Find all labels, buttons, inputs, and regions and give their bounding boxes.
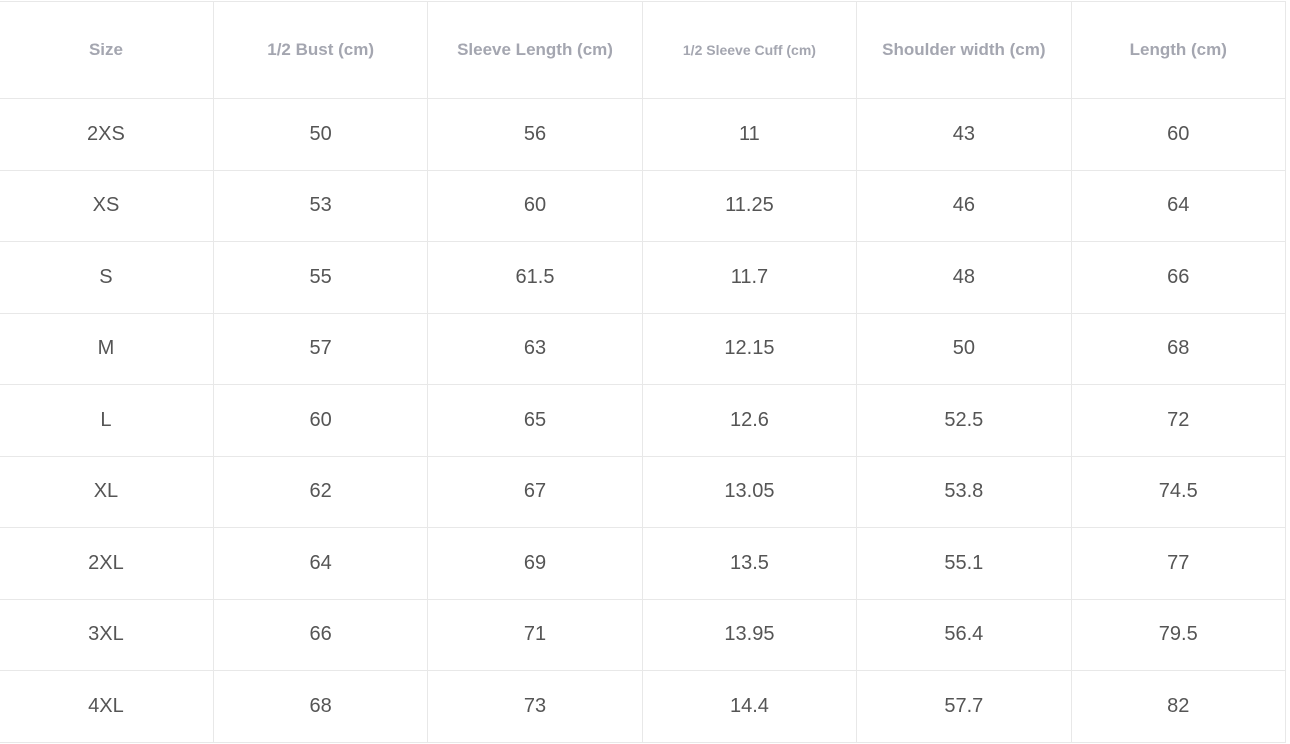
cell-size: XL	[0, 455, 214, 528]
cell-length: 77	[1070, 527, 1287, 600]
cell-sleeve-length: 65	[427, 384, 643, 457]
cell-half-sleeve-cuff: 13.05	[641, 455, 858, 528]
table-row: 4XL 68 73 14.4 57.7 82	[0, 670, 1287, 743]
table-row: S 55 61.5 11.7 48 66	[0, 241, 1287, 314]
cell-half-sleeve-cuff: 11.25	[641, 169, 858, 242]
table-row: L 60 65 12.6 52.5 72	[0, 384, 1287, 457]
cell-sleeve-length: 73	[427, 670, 643, 743]
cell-length: 72	[1070, 384, 1287, 457]
cell-sleeve-length: 67	[427, 455, 643, 528]
cell-size: L	[0, 384, 214, 457]
cell-size: S	[0, 241, 214, 314]
cell-length: 60	[1070, 98, 1287, 171]
cell-half-sleeve-cuff: 13.5	[641, 527, 858, 600]
cell-half-bust: 66	[212, 598, 429, 671]
cell-length: 68	[1070, 312, 1287, 385]
cell-sleeve-length: 60	[427, 169, 643, 242]
column-header-sleeve-length: Sleeve Length (cm)	[427, 1, 643, 99]
cell-half-sleeve-cuff: 14.4	[641, 670, 858, 743]
table-row: M 57 63 12.15 50 68	[0, 312, 1287, 385]
table-body: 2XS 50 56 11 43 60 XS 53 60 11.25 46 64 S 55 61.5 11.7 4…	[0, 98, 1287, 743]
cell-size: XS	[0, 169, 214, 242]
cell-shoulder-width: 57.7	[856, 670, 1072, 743]
cell-shoulder-width: 53.8	[856, 455, 1072, 528]
cell-size: M	[0, 312, 214, 385]
cell-half-sleeve-cuff: 11.7	[641, 241, 858, 314]
column-header-half-bust: 1/2 Bust (cm)	[212, 1, 429, 99]
cell-size: 4XL	[0, 670, 214, 743]
cell-half-bust: 60	[212, 384, 429, 457]
cell-shoulder-width: 48	[856, 241, 1072, 314]
cell-size: 2XS	[0, 98, 214, 171]
cell-shoulder-width: 43	[856, 98, 1072, 171]
column-header-size: Size	[0, 1, 214, 99]
cell-sleeve-length: 71	[427, 598, 643, 671]
cell-half-bust: 68	[212, 670, 429, 743]
cell-half-bust: 57	[212, 312, 429, 385]
cell-length: 64	[1070, 169, 1287, 242]
cell-length: 82	[1070, 670, 1287, 743]
table-row: 2XS 50 56 11 43 60	[0, 98, 1287, 171]
column-header-length: Length (cm)	[1070, 1, 1287, 99]
table-row: 3XL 66 71 13.95 56.4 79.5	[0, 598, 1287, 671]
table-header: Size 1/2 Bust (cm) Sleeve Length (cm) 1/2 S…	[0, 1, 1287, 99]
cell-size: 3XL	[0, 598, 214, 671]
table-row: XL 62 67 13.05 53.8 74.5	[0, 455, 1287, 528]
header-row: Size 1/2 Bust (cm) Sleeve Length (cm) 1/2 S…	[0, 1, 1287, 99]
cell-half-sleeve-cuff: 13.95	[641, 598, 858, 671]
cell-shoulder-width: 55.1	[856, 527, 1072, 600]
cell-half-sleeve-cuff: 11	[641, 98, 858, 171]
cell-half-bust: 62	[212, 455, 429, 528]
cell-length: 74.5	[1070, 455, 1287, 528]
cell-length: 79.5	[1070, 598, 1287, 671]
cell-half-sleeve-cuff: 12.15	[641, 312, 858, 385]
cell-shoulder-width: 56.4	[856, 598, 1072, 671]
cell-half-bust: 53	[212, 169, 429, 242]
table-row: 2XL 64 69 13.5 55.1 77	[0, 527, 1287, 600]
cell-half-bust: 50	[212, 98, 429, 171]
cell-half-bust: 64	[212, 527, 429, 600]
cell-sleeve-length: 63	[427, 312, 643, 385]
cell-shoulder-width: 46	[856, 169, 1072, 242]
cell-length: 66	[1070, 241, 1287, 314]
cell-sleeve-length: 61.5	[427, 241, 643, 314]
table-row: XS 53 60 11.25 46 64	[0, 169, 1287, 242]
cell-shoulder-width: 50	[856, 312, 1072, 385]
cell-half-bust: 55	[212, 241, 429, 314]
cell-sleeve-length: 69	[427, 527, 643, 600]
column-header-half-sleeve-cuff: 1/2 Sleeve Cuff (cm)	[641, 1, 858, 99]
cell-half-sleeve-cuff: 12.6	[641, 384, 858, 457]
cell-sleeve-length: 56	[427, 98, 643, 171]
cell-shoulder-width: 52.5	[856, 384, 1072, 457]
column-header-shoulder-width: Shoulder width (cm)	[856, 1, 1072, 99]
cell-size: 2XL	[0, 527, 214, 600]
